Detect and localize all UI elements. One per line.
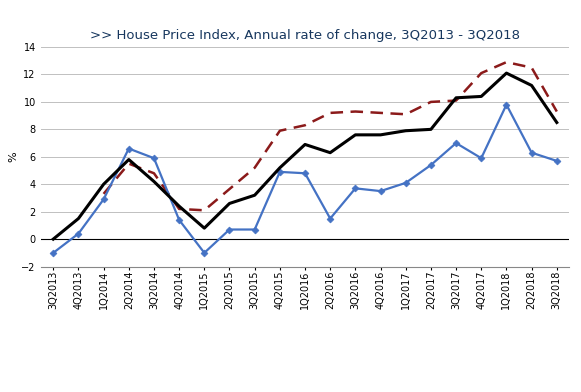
Existing xyxy=(100,192,107,196)
New xyxy=(150,156,157,161)
New xyxy=(428,163,435,167)
All dwellings xyxy=(377,132,384,137)
All dwellings xyxy=(528,83,535,88)
New xyxy=(352,186,359,191)
All dwellings xyxy=(478,94,485,99)
Existing xyxy=(277,129,284,133)
Existing xyxy=(150,171,157,176)
Existing xyxy=(302,123,309,128)
Existing xyxy=(503,60,510,65)
New xyxy=(226,227,233,232)
Existing xyxy=(453,98,460,103)
All dwellings xyxy=(201,226,208,230)
All dwellings xyxy=(553,120,560,125)
All dwellings xyxy=(453,95,460,100)
Y-axis label: %: % xyxy=(9,151,19,162)
New xyxy=(75,231,82,236)
All dwellings xyxy=(251,193,258,198)
Line: Existing: Existing xyxy=(103,62,557,210)
All dwellings xyxy=(150,179,157,184)
New xyxy=(175,218,182,222)
Existing xyxy=(175,207,182,211)
All dwellings xyxy=(175,204,182,209)
Existing xyxy=(327,111,333,115)
All dwellings xyxy=(100,182,107,187)
All dwellings xyxy=(302,142,309,147)
New xyxy=(125,146,132,151)
All dwellings xyxy=(327,151,333,155)
Line: All dwellings: All dwellings xyxy=(53,73,557,239)
Existing xyxy=(478,71,485,76)
Existing xyxy=(377,111,384,115)
All dwellings xyxy=(226,201,233,206)
New xyxy=(302,171,309,176)
New xyxy=(277,169,284,174)
All dwellings xyxy=(503,71,510,76)
All dwellings xyxy=(75,216,82,221)
New xyxy=(478,156,485,161)
New xyxy=(327,216,333,221)
Existing xyxy=(402,112,409,117)
New xyxy=(100,197,107,201)
Existing xyxy=(553,109,560,114)
New xyxy=(402,181,409,185)
New xyxy=(50,250,57,255)
Existing xyxy=(528,65,535,70)
All dwellings xyxy=(402,129,409,133)
All dwellings xyxy=(50,237,57,241)
New xyxy=(251,227,258,232)
New xyxy=(201,250,208,255)
New xyxy=(503,102,510,107)
New xyxy=(553,159,560,163)
All dwellings xyxy=(277,165,284,170)
New xyxy=(377,189,384,194)
Existing xyxy=(352,109,359,114)
All dwellings xyxy=(352,132,359,137)
New xyxy=(528,151,535,155)
Existing xyxy=(251,165,258,170)
Line: New: New xyxy=(51,102,560,255)
Existing xyxy=(428,100,435,104)
New xyxy=(453,141,460,145)
All dwellings xyxy=(428,127,435,132)
Existing xyxy=(125,162,132,166)
Existing xyxy=(201,208,208,212)
All dwellings xyxy=(125,157,132,162)
Title: >> House Price Index, Annual rate of change, 3Q2013 - 3Q2018: >> House Price Index, Annual rate of cha… xyxy=(90,29,520,42)
